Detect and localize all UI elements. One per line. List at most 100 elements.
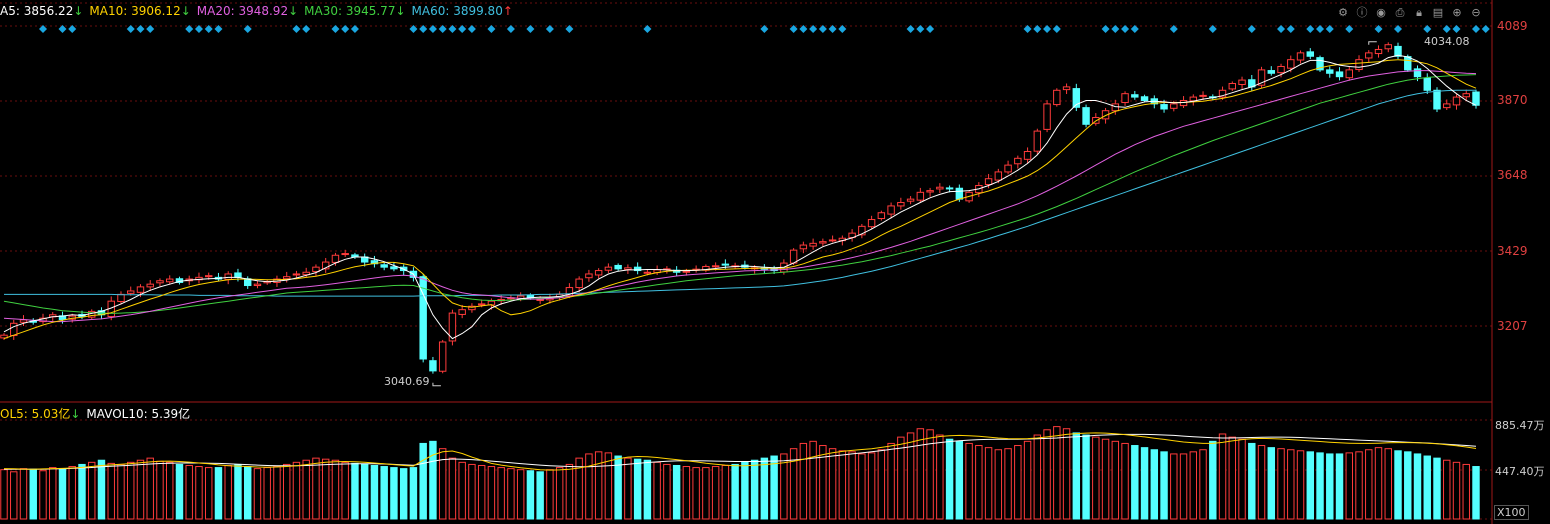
volume-bar-up [68, 466, 76, 520]
signal-marker [1033, 25, 1042, 33]
history-icon[interactable]: ▤ [1432, 6, 1444, 19]
candle-up [828, 239, 837, 242]
signal-marker [506, 25, 515, 33]
volume-bar-up [1179, 453, 1188, 520]
volume-bar-down [399, 468, 408, 520]
signal-marker [1111, 25, 1120, 33]
print-icon[interactable]: ⎙ [1395, 6, 1405, 19]
candle-down [1306, 51, 1314, 57]
volume-bar-down [1209, 440, 1217, 520]
volume-bar-down [672, 464, 681, 520]
signal-marker [350, 25, 359, 33]
volume-bar-up [702, 467, 710, 520]
volume-bar-up [546, 469, 554, 520]
candle-up [624, 267, 632, 271]
ma60-legend: MA60: 3899.80↑ [411, 4, 513, 18]
signal-marker [1121, 25, 1130, 33]
low-marker [432, 382, 441, 387]
unit-badge[interactable]: X100 [1494, 505, 1529, 520]
candle-down [1326, 69, 1334, 74]
signal-marker [1394, 25, 1403, 33]
eye-icon[interactable]: ◉ [1376, 6, 1386, 19]
volume-bar-down [1404, 451, 1412, 520]
volume-bar-up [1111, 440, 1120, 520]
volume-bar-up [1277, 448, 1285, 520]
ma20-legend: MA20: 3948.92↓ [196, 4, 299, 18]
zoom-in-icon[interactable]: ⊕ [1452, 6, 1462, 19]
candle-up [468, 305, 476, 311]
signal-marker [409, 25, 418, 33]
candle-up [1004, 164, 1012, 173]
candle-up [819, 241, 827, 244]
candle-up [594, 270, 603, 276]
volume-bar-up [877, 449, 886, 520]
signal-marker [809, 25, 818, 33]
ma10-legend: MA10: 3906.12↓ [89, 4, 191, 18]
candle-up [1238, 79, 1246, 86]
volume-bar-up [477, 464, 486, 520]
candle-down [1267, 70, 1276, 74]
volume-bar-down [429, 440, 437, 520]
volume-bar-down [409, 467, 418, 520]
candles [0, 42, 1480, 374]
signal-marker [1130, 25, 1139, 33]
price-tick-3207: 3207 [1497, 319, 1528, 333]
signal-marker [1052, 25, 1061, 33]
candle-up [1033, 130, 1042, 152]
zoom-out-icon[interactable]: ⊖ [1471, 6, 1481, 19]
signal-marker [68, 25, 77, 33]
volume-bar-down [58, 468, 67, 520]
volume-bar-up [448, 457, 457, 520]
volume-bar-up [575, 457, 583, 520]
candle-up [887, 205, 895, 215]
price-tick-3429: 3429 [1497, 244, 1528, 258]
signal-marker [1374, 25, 1383, 33]
volume-bar-up [1033, 434, 1042, 520]
signal-marker [458, 25, 467, 33]
high-marker [1368, 41, 1377, 45]
candle-up [321, 261, 330, 270]
candle-down [1394, 45, 1402, 57]
candle-up [1228, 82, 1237, 90]
signal-marker [1472, 25, 1480, 33]
candle-down [955, 187, 964, 200]
volume-bar-down [1131, 445, 1139, 520]
candle-up [146, 283, 154, 288]
price-tick-3870: 3870 [1497, 93, 1528, 107]
volume-bar-up [127, 461, 135, 520]
volume-bar-up [838, 450, 847, 520]
lock-icon[interactable]: 🔒︎ [1416, 6, 1422, 19]
volume-bar-up [906, 432, 915, 520]
volume-bar-up [916, 428, 925, 520]
candle-up [711, 265, 720, 268]
volume-bar-up [10, 471, 18, 520]
candle-down [1160, 104, 1168, 110]
volume-bar-up [721, 464, 730, 520]
volume-bar-up [819, 445, 827, 520]
volume-bar-down [633, 458, 642, 520]
volume-tick-mid: 447.40万 [1495, 465, 1545, 478]
volume-bar-up [312, 457, 320, 520]
volume-bar-up [195, 466, 203, 520]
volume-bar-down [1472, 466, 1480, 520]
settings-icon[interactable]: ⚙ [1338, 6, 1348, 19]
volume-bar-down [945, 438, 954, 520]
volume-bar-down [770, 455, 778, 520]
volume-legend: OL5: 5.03亿↓ MAVOL10: 5.39亿 [0, 405, 190, 421]
candle-up [166, 278, 174, 283]
volume-bar-up [594, 451, 603, 520]
candle-up [1014, 157, 1022, 165]
volume-bar-up [1023, 440, 1032, 520]
candle-up [809, 242, 817, 247]
candle-down [721, 263, 730, 266]
volume-bar-down [1326, 453, 1334, 520]
candle-up [0, 334, 8, 339]
volume-bar-up [292, 461, 301, 520]
volume-bar-up [117, 463, 125, 520]
volume-bar-up [994, 449, 1003, 520]
volume-bar-up [653, 461, 661, 520]
volume-bar-up [1257, 445, 1266, 520]
volume-bar-up [1238, 438, 1246, 520]
info-icon[interactable]: ⓘ [1356, 6, 1368, 19]
